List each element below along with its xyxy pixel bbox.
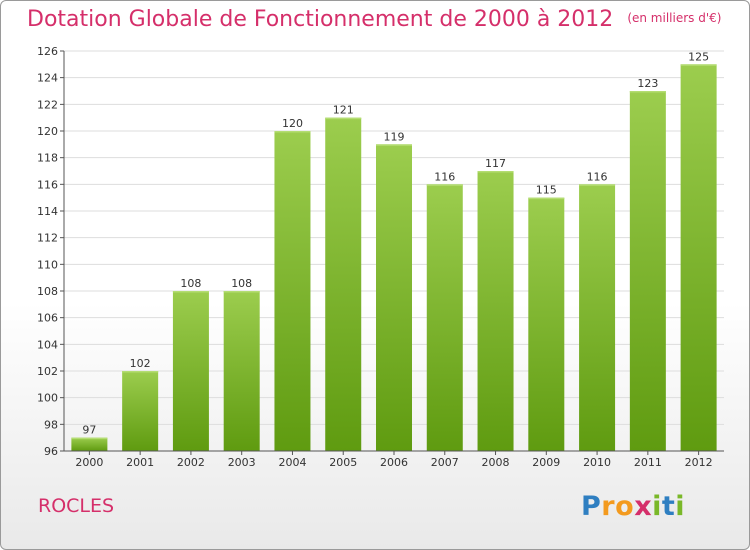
- bar-highlight: [122, 371, 159, 373]
- bar-highlight: [629, 91, 666, 93]
- bar: [426, 184, 463, 452]
- bars: [71, 64, 717, 452]
- bar-highlight: [325, 117, 362, 120]
- bar-highlight: [528, 197, 565, 200]
- y-tick-label: 106: [37, 312, 58, 325]
- bar: [71, 437, 108, 451]
- y-tick-label: 126: [37, 45, 58, 58]
- bar: [122, 371, 159, 451]
- y-tick-label: 96: [44, 445, 58, 458]
- commune-name: ROCLES: [38, 495, 115, 517]
- bar-highlight: [274, 131, 311, 133]
- bar: [172, 291, 209, 451]
- y-tick-label: 102: [37, 365, 58, 378]
- bar: [325, 117, 362, 452]
- y-tick-label: 118: [37, 152, 58, 165]
- x-tick-label: 2005: [329, 456, 357, 469]
- y-tick-label: 114: [37, 205, 58, 218]
- x-tick-label: 2008: [482, 456, 510, 469]
- proxiti-logo[interactable]: Proxiti: [581, 491, 685, 522]
- data-label: 125: [688, 50, 709, 63]
- bar: [528, 197, 565, 451]
- bar-highlight: [426, 184, 463, 186]
- bar-highlight: [579, 184, 616, 186]
- chart-title: Dotation Globale de Fonctionnement de 20…: [27, 7, 721, 32]
- x-tick-label: 2004: [278, 456, 306, 469]
- bar: [376, 144, 412, 452]
- x-tick-label: 2006: [380, 456, 408, 469]
- x-tick-label: 2002: [177, 456, 205, 469]
- data-label: 117: [485, 157, 506, 170]
- bar: [629, 91, 666, 451]
- data-label: 121: [333, 104, 354, 117]
- y-tick-label: 110: [37, 258, 58, 271]
- bar: [477, 171, 514, 451]
- y-tick-label: 108: [37, 285, 58, 298]
- y-tick-label: 122: [37, 98, 58, 111]
- x-tick-label: 2001: [126, 456, 154, 469]
- y-tick-label: 120: [37, 125, 58, 138]
- y-tick-label: 112: [37, 232, 58, 245]
- data-label: 116: [587, 170, 608, 183]
- y-tick-label: 100: [37, 392, 58, 405]
- y-tick-label: 104: [37, 338, 58, 351]
- bar-highlight: [223, 291, 260, 293]
- data-label: 97: [82, 424, 96, 437]
- chart-title-text: Dotation Globale de Fonctionnement de 20…: [27, 7, 614, 32]
- data-label: 119: [384, 130, 405, 143]
- bar-highlight: [172, 291, 209, 293]
- x-tick-label: 2009: [532, 456, 560, 469]
- x-tick-label: 2000: [75, 456, 103, 469]
- labels: 96 98 100 102 104 106 108 110 112 114 116 118 120 122…: [37, 45, 713, 469]
- y-tick-label: 116: [37, 178, 58, 191]
- logo-letter: x: [634, 491, 653, 522]
- bar: [680, 64, 717, 452]
- bar-highlight: [376, 144, 412, 146]
- bar-highlight: [71, 437, 108, 440]
- logo-letter: r: [601, 491, 616, 522]
- data-label: 108: [231, 277, 252, 290]
- y-tick-label: 124: [37, 72, 58, 85]
- chart-subtitle: (en milliers d'€): [627, 11, 722, 25]
- bar: [274, 131, 311, 451]
- logo-letter: i: [675, 491, 686, 522]
- data-label: 102: [130, 357, 151, 370]
- data-label: 116: [434, 170, 455, 183]
- data-label: 123: [637, 77, 658, 90]
- axes: [60, 50, 724, 455]
- bar-highlight: [477, 171, 514, 173]
- y-tick-label: 98: [44, 418, 58, 431]
- x-tick-label: 2012: [685, 456, 713, 469]
- logo-letter: P: [581, 491, 602, 522]
- data-label: 108: [180, 277, 201, 290]
- logo-letter: i: [652, 491, 662, 522]
- logo-letter: t: [661, 491, 676, 522]
- bar-highlight: [680, 64, 717, 66]
- x-tick-label: 2011: [634, 456, 662, 469]
- x-tick-label: 2007: [431, 456, 459, 469]
- bar: [223, 291, 260, 451]
- data-label: 115: [536, 184, 557, 197]
- x-tick-label: 2003: [228, 456, 256, 469]
- data-label: 120: [282, 117, 303, 130]
- bar: [579, 184, 616, 452]
- x-tick-label: 2010: [583, 456, 611, 469]
- logo-letter: o: [615, 491, 635, 522]
